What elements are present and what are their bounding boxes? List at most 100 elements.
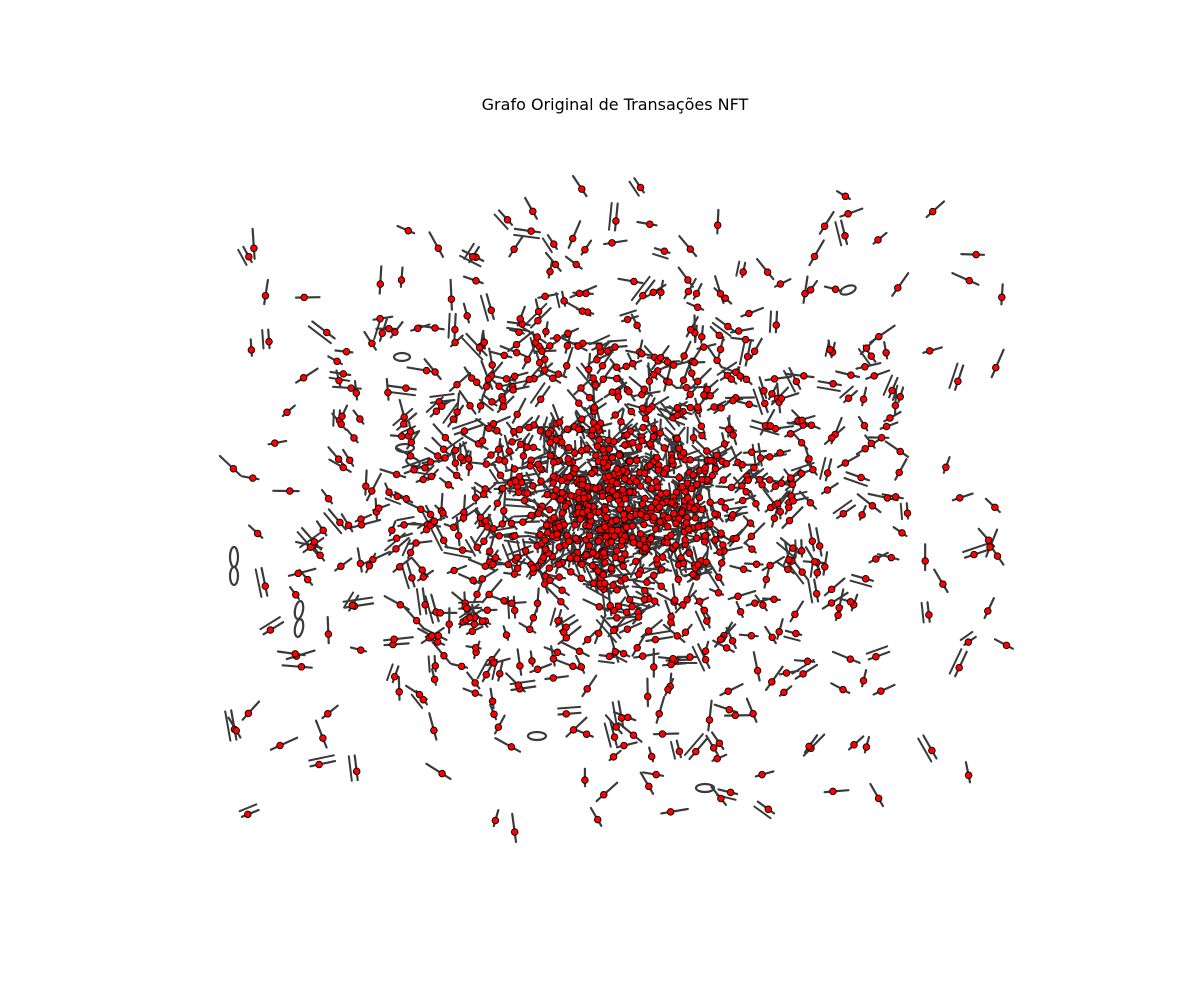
graph-node [422, 366, 431, 375]
graph-node [622, 608, 631, 617]
graph-node [558, 509, 567, 517]
graph-node [708, 471, 717, 480]
graph-node [357, 521, 366, 529]
graph-edge [783, 635, 801, 642]
graph-node [683, 595, 691, 604]
graph-node [541, 545, 550, 554]
graph-edge [662, 623, 686, 644]
graph-edge [652, 252, 669, 260]
graph-node [673, 632, 681, 640]
graph-node [706, 520, 714, 528]
graph-node [444, 481, 453, 489]
graph-node [639, 423, 647, 432]
graph-edge [254, 568, 263, 598]
graph-node [921, 557, 929, 565]
graph-node [942, 463, 950, 472]
graph-node [650, 597, 659, 605]
graph-edge [546, 587, 570, 611]
graph-node [376, 314, 384, 323]
graph-edge [815, 527, 823, 557]
graph-node [646, 220, 654, 228]
graph-edge [707, 699, 713, 732]
graph-node [656, 518, 664, 526]
graph-node [463, 604, 471, 613]
graph-edge [694, 610, 706, 632]
graph-node [725, 705, 734, 714]
graph-node [452, 471, 461, 480]
graph-node [493, 426, 501, 435]
graph-edge [384, 497, 402, 505]
graph-node [638, 349, 646, 358]
graph-node [626, 457, 634, 466]
graph-node [903, 509, 912, 517]
graph-node [600, 579, 609, 588]
graph-node [572, 260, 580, 269]
graph-node [690, 358, 699, 367]
graph-node [788, 480, 797, 489]
graph-node [575, 399, 583, 407]
graph-edge [557, 625, 582, 645]
graph-edge [631, 390, 661, 398]
graph-node [472, 277, 480, 285]
graph-node [498, 520, 507, 528]
graph-node [698, 431, 706, 440]
graph-edge [383, 636, 414, 642]
graph-node [834, 611, 842, 620]
graph-node [507, 599, 516, 607]
graph-node [689, 471, 698, 479]
graph-node [578, 480, 587, 489]
graph-node [835, 604, 843, 612]
graph-node [585, 542, 594, 550]
graph-node [882, 422, 891, 431]
graph-node [324, 494, 333, 503]
graph-node [992, 363, 1000, 372]
graph-node [388, 526, 396, 535]
graph-edge [821, 591, 849, 610]
graph-edge [613, 418, 634, 439]
graph-edge [454, 507, 479, 525]
graph-node [589, 374, 597, 382]
graph-edge [753, 805, 772, 820]
graph-node [647, 503, 655, 512]
graph-edge [723, 713, 756, 717]
graph-edge [541, 237, 553, 254]
graph-node [496, 471, 505, 480]
graph-edge [505, 498, 536, 503]
graph-node [658, 566, 666, 574]
graph-node [872, 652, 880, 661]
graph-node [675, 444, 683, 453]
graph-node [887, 553, 896, 562]
graph-edge [520, 325, 547, 344]
graph-node [466, 614, 474, 622]
graph-node [896, 393, 904, 401]
graph-edge [383, 595, 410, 611]
graph-node [621, 574, 629, 583]
graph-node [478, 437, 487, 445]
graph-node [500, 351, 509, 360]
graph-node [335, 376, 343, 385]
graph-edge [683, 733, 704, 756]
graph-node [614, 602, 623, 611]
graph-node [684, 276, 692, 284]
graph-node [861, 444, 869, 453]
graph-edge [488, 347, 495, 375]
graph-node [638, 652, 647, 660]
graph-node [877, 433, 886, 442]
graph-node [628, 602, 636, 611]
graph-node [286, 487, 294, 495]
graph-node [750, 347, 759, 355]
graph-node [660, 247, 669, 255]
graph-edge [691, 645, 706, 672]
graph-node [481, 562, 490, 570]
graph-node [857, 473, 865, 482]
graph-node [523, 489, 532, 497]
graph-node [549, 655, 558, 663]
graph-node [395, 563, 404, 571]
graph-edge [541, 555, 563, 576]
graph-node [652, 770, 660, 779]
graph-node [599, 375, 607, 383]
graph-node [766, 561, 774, 570]
graph-node [709, 744, 718, 752]
graph-node [588, 469, 596, 478]
graph-node [925, 347, 934, 355]
